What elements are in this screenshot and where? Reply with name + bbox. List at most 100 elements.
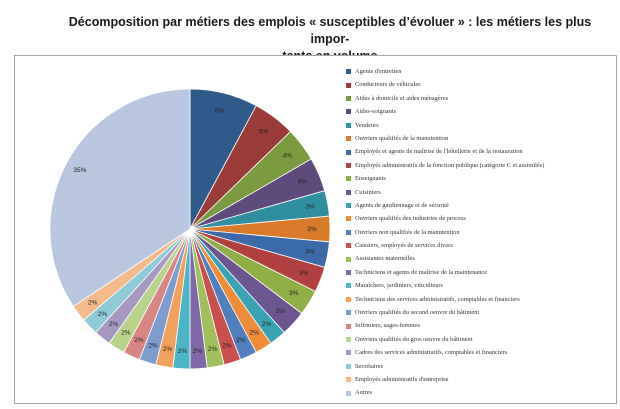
legend-swatch-22 [346, 363, 351, 369]
legend-swatch-21 [346, 350, 351, 356]
chart-title-line-1: Décomposition par métiers des emplois « … [68, 15, 592, 46]
pie-data-label-10: 2% [262, 321, 272, 328]
legend-label-6: Employés et agents de maîtrise de l'hôte… [355, 148, 523, 156]
legend-swatch-11 [346, 216, 351, 222]
legend-item-1: Conducteurs de véhicules [346, 78, 614, 91]
legend-item-18: Ouvriers qualifiés du second oeuvre du b… [346, 306, 614, 319]
pie-data-label-7: 3% [299, 270, 309, 277]
legend-swatch-17 [346, 296, 351, 302]
legend-swatch-4 [346, 122, 351, 128]
pie-data-label-6: 3% [305, 248, 315, 255]
legend-item-2: Aides à domicile et aides ménagères [346, 92, 614, 105]
legend-item-14: Assistantes maternelles [346, 252, 614, 265]
pie-data-label-22: 2% [98, 311, 108, 318]
legend-swatch-14 [346, 256, 351, 262]
legend-item-10: Agents de gardiennage et de sécurité [346, 199, 614, 212]
legend-item-8: Enseignants [346, 172, 614, 185]
legend-item-21: Cadres des services administratifs, comp… [346, 346, 614, 359]
legend-swatch-16 [346, 283, 351, 289]
legend-item-3: Aides-soignants [346, 105, 614, 118]
legend-label-14: Assistantes maternelles [355, 255, 415, 263]
legend-swatch-15 [346, 270, 351, 276]
legend-label-8: Enseignants [355, 175, 386, 183]
legend-label-10: Agents de gardiennage et de sécurité [355, 201, 449, 209]
legend-label-17: Techniciens des services administratifs,… [355, 295, 520, 303]
legend-label-5: Ouvriers qualifiés de la manutention [355, 134, 449, 142]
legend-item-11: Ouvriers qualifiés des industries de pro… [346, 212, 614, 225]
legend-swatch-2 [346, 95, 351, 101]
legend-swatch-24 [346, 390, 351, 396]
legend-item-19: Infirmiers, sages-femmes [346, 319, 614, 332]
legend-swatch-13 [346, 243, 351, 249]
pie-data-label-5: 3% [307, 226, 317, 233]
pie-data-label-24: 35% [73, 167, 86, 174]
legend-item-4: Vendeurs [346, 119, 614, 132]
pie-data-label-2: 4% [283, 152, 293, 159]
pie-data-label-21: 2% [109, 321, 119, 328]
legend-swatch-20 [346, 337, 351, 342]
legend-item-13: Caissiers, employés de services divers [346, 239, 614, 252]
legend-label-12: Ouvriers non qualifiés de la manutention [355, 228, 460, 236]
pie-data-label-19: 2% [134, 337, 144, 344]
legend-swatch-9 [346, 189, 351, 195]
pie-slice-24 [49, 88, 191, 307]
legend-item-22: Secrétaires [346, 360, 614, 373]
legend-label-2: Aides à domicile et aides ménagères [355, 94, 449, 102]
legend-swatch-10 [346, 203, 351, 209]
legend-item-9: Cuisiniers [346, 186, 614, 199]
legend-swatch-23 [346, 377, 351, 383]
pie-data-label-16: 2% [178, 348, 188, 355]
legend-label-21: Cadres des services administratifs, comp… [355, 349, 508, 357]
legend-label-23: Employés administratifs d'entreprise [355, 375, 449, 383]
pie-data-label-1: 5% [259, 129, 269, 136]
legend-swatch-19 [346, 323, 351, 329]
pie-data-label-13: 2% [222, 342, 232, 349]
pie-data-label-20: 2% [121, 330, 131, 337]
pie-data-label-23: 2% [88, 300, 98, 307]
legend-label-24: Autres [355, 389, 373, 397]
legend-label-18: Ouvriers qualifiés du second oeuvre du b… [355, 309, 480, 317]
legend-swatch-7 [346, 162, 351, 168]
legend-item-0: Agents d'entretien [346, 65, 614, 78]
legend-item-5: Ouvriers qualifiés de la manutention [346, 132, 614, 145]
legend-label-0: Agents d'entretien [355, 68, 402, 75]
legend-item-6: Employés et agents de maîtrise de l'hôte… [346, 145, 614, 158]
legend-label-19: Infirmiers, sages-femmes [355, 322, 420, 330]
legend-label-22: Secrétaires [355, 362, 384, 370]
legend-item-20: Ouvriers qualifiés du gros oeuvre du bât… [346, 333, 614, 346]
pie-data-label-0: 8% [215, 108, 225, 115]
legend-item-23: Employés administratifs d'entreprise [346, 373, 614, 386]
legend-swatch-1 [346, 82, 351, 88]
legend-item-24: Autres [346, 386, 614, 399]
legend-label-4: Vendeurs [355, 121, 379, 129]
legend-item-7: Employés administratifs de la fonction p… [346, 159, 614, 172]
legend-item-15: Techniciens et agents de maîtrise de la … [346, 266, 614, 279]
pie-data-label-9: 3% [275, 308, 285, 315]
pie-data-label-18: 2% [148, 342, 158, 349]
chart-legend: Agents d'entretien Conducteurs de véhicul… [346, 65, 614, 400]
pie-data-label-11: 2% [250, 330, 260, 337]
legend-swatch-0 [346, 69, 351, 75]
pie-data-label-4: 3% [305, 204, 315, 211]
legend-item-12: Ouvriers non qualifiés de la manutention [346, 226, 614, 239]
legend-label-3: Aides-soignants [355, 108, 397, 116]
legend-label-9: Cuisiniers [355, 188, 381, 196]
legend-swatch-6 [346, 149, 351, 155]
pie-data-label-8: 3% [289, 290, 299, 297]
pie-data-label-15: 2% [193, 348, 203, 355]
legend-label-11: Ouvriers qualifiés des industries de pro… [355, 215, 466, 223]
legend-item-16: Maraîchers, jardiniers, viticulteurs [346, 279, 614, 292]
legend-swatch-5 [346, 136, 351, 142]
legend-swatch-18 [346, 310, 351, 316]
legend-swatch-3 [346, 109, 351, 115]
pie-data-label-17: 2% [163, 346, 173, 353]
legend-label-1: Conducteurs de véhicules [355, 81, 421, 89]
legend-item-17: Techniciens des services administratifs,… [346, 293, 614, 306]
legend-swatch-8 [346, 176, 351, 182]
legend-label-13: Caissiers, employés de services divers [355, 242, 453, 250]
pie-data-label-3: 4% [298, 178, 308, 185]
legend-label-7: Employés administratifs de la fonction p… [355, 161, 545, 169]
legend-label-16: Maraîchers, jardiniers, viticulteurs [355, 282, 444, 290]
legend-label-20: Ouvriers qualifiés du gros oeuvre du bât… [355, 335, 473, 343]
